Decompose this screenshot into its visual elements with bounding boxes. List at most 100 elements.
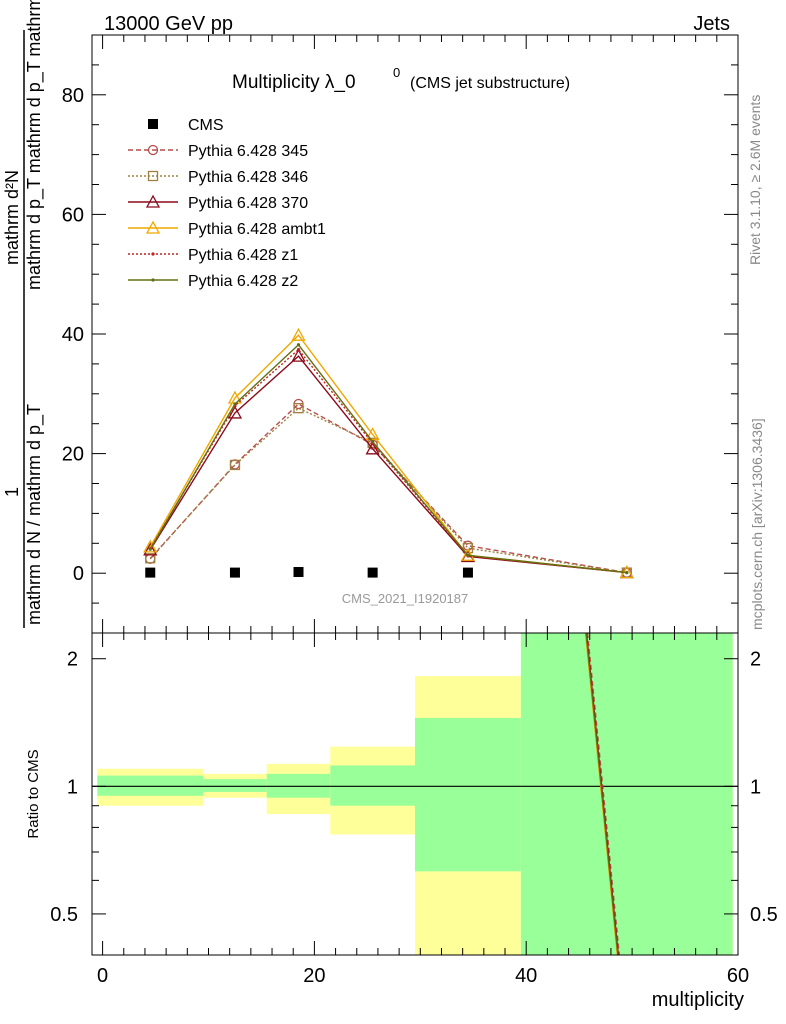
mcplots-label: mcplots.cern.ch [arXiv:1306.3436] xyxy=(749,418,765,630)
xtick-label: 0 xyxy=(97,965,108,987)
legend-item: Pythia 6.428 370 xyxy=(128,194,308,212)
header-right: Jets xyxy=(693,13,730,35)
legend-label: Pythia 6.428 z2 xyxy=(188,273,298,290)
data-point xyxy=(296,343,301,347)
data-point xyxy=(147,170,159,182)
legend-label: Pythia 6.428 ambt1 xyxy=(188,221,326,238)
data-point xyxy=(462,542,474,554)
series-3 xyxy=(143,348,634,579)
title-main: Multiplicity λ_0 xyxy=(232,72,356,93)
series-line xyxy=(149,334,627,574)
data-point xyxy=(293,567,304,578)
title-superscript: 0 xyxy=(393,65,400,80)
data-point xyxy=(229,459,241,470)
ratio-line xyxy=(586,632,621,956)
data-point xyxy=(293,403,304,414)
data-point xyxy=(147,144,159,156)
header-left: 13000 GeV pp xyxy=(104,13,233,35)
data-point xyxy=(145,553,156,564)
xtick-labels: 0 20 40 60 xyxy=(97,965,749,987)
series-line xyxy=(149,343,627,574)
legend-item: Pythia 6.428 ambt1 xyxy=(128,220,326,238)
xtick-label: 20 xyxy=(303,965,325,987)
data-point xyxy=(143,539,158,553)
data-point xyxy=(291,327,306,341)
series-2 xyxy=(145,403,632,578)
legend-label: Pythia 6.428 370 xyxy=(188,195,308,212)
main-ytick-label: 0 xyxy=(73,563,84,585)
main-ytick-labels: 0 20 40 60 80 xyxy=(62,85,84,585)
data-point xyxy=(291,348,306,362)
legend-item: Pythia 6.428 z2 xyxy=(128,273,298,290)
xlabel: multiplicity xyxy=(652,989,744,1011)
legend-label: CMS xyxy=(188,117,224,134)
data-point xyxy=(365,441,380,455)
ratio-ytick-label: 1 xyxy=(67,776,78,798)
legend: CMS Pythia 6.428 345 Pythia 6.428 346 Pythi… xyxy=(128,117,326,290)
ratio-ylabel: Ratio to CMS xyxy=(25,749,42,838)
data-point xyxy=(462,567,473,578)
legend-item: Pythia 6.428 346 xyxy=(128,169,308,186)
legend-label: Pythia 6.428 z1 xyxy=(188,247,298,264)
data-point xyxy=(367,567,378,578)
main-panel: 0 20 40 60 80 CMS_2021_I1920187 Multiplicity… xyxy=(62,34,739,634)
series-line xyxy=(149,407,627,574)
ratio-ytick-label: 1 xyxy=(750,776,761,798)
data-point xyxy=(296,347,301,352)
stat-uncertainty-band xyxy=(97,775,204,796)
rivet-label: Rivet 3.1.10, ≥ 2.6M events xyxy=(747,95,763,265)
main-ytick-label: 20 xyxy=(62,444,84,466)
data-point xyxy=(145,220,161,234)
series-6 xyxy=(148,343,629,575)
ratio-ytick-label: 0.5 xyxy=(50,904,78,926)
ratio-ytick-label: 2 xyxy=(67,649,78,671)
main-ticks xyxy=(92,34,739,634)
series-line xyxy=(149,403,627,574)
data-point xyxy=(625,571,629,575)
data-point xyxy=(148,119,158,129)
legend-label: Pythia 6.428 345 xyxy=(188,143,308,160)
data-point xyxy=(151,278,155,282)
data-point xyxy=(227,405,243,419)
data-point xyxy=(371,440,375,444)
ylabel-norm: mathrm d N / mathrm d p_T xyxy=(24,404,45,625)
stat-uncertainty-band xyxy=(520,633,733,955)
chart-title: Multiplicity λ_0 0 (CMS jet substructure… xyxy=(232,65,570,93)
ratio-lines xyxy=(584,632,621,956)
main-ylabel: mathrm d N / mathrm d p_T 1 mathrm d p_T… xyxy=(2,0,45,628)
data-point xyxy=(143,542,158,556)
main-ytick-label: 40 xyxy=(62,324,84,346)
data-point xyxy=(229,567,240,578)
stat-uncertainty-band xyxy=(203,779,267,792)
ratio-panel: 0.5 0.5 1 1 2 2 0 20 40 60 Ratio to CMS multipli… xyxy=(25,632,778,1011)
data-point xyxy=(151,252,155,256)
data-point xyxy=(365,427,380,441)
data-point xyxy=(145,567,156,578)
stat-uncertainty-band xyxy=(415,717,521,872)
ratio-ticks xyxy=(92,633,739,956)
main-ytick-label: 80 xyxy=(62,85,84,107)
stat-uncertainty-band xyxy=(330,765,415,806)
legend-label: Pythia 6.428 346 xyxy=(188,169,308,186)
legend-item: CMS xyxy=(148,117,224,134)
title-paren: (CMS jet substructure) xyxy=(410,75,570,92)
ratio-ytick-labels: 0.5 0.5 1 1 2 2 xyxy=(50,649,778,926)
data-point xyxy=(460,547,476,561)
ratio-line xyxy=(585,632,619,956)
ylabel-one: 1 xyxy=(2,487,22,497)
series-layer xyxy=(143,327,634,579)
ratio-bands xyxy=(97,633,733,955)
data-point xyxy=(466,553,470,557)
series-4 xyxy=(143,327,634,579)
data-point xyxy=(145,194,161,208)
data-point xyxy=(148,547,152,551)
ylabel-num: mathrm d²N xyxy=(2,170,22,265)
main-ytick-label: 60 xyxy=(62,204,84,226)
series-0 xyxy=(145,567,473,578)
series-line xyxy=(149,355,627,574)
watermark: CMS_2021_I1920187 xyxy=(342,591,469,606)
ratio-ytick-label: 2 xyxy=(750,649,761,671)
xtick-label: 60 xyxy=(727,965,749,987)
legend-item: Pythia 6.428 345 xyxy=(128,143,308,160)
